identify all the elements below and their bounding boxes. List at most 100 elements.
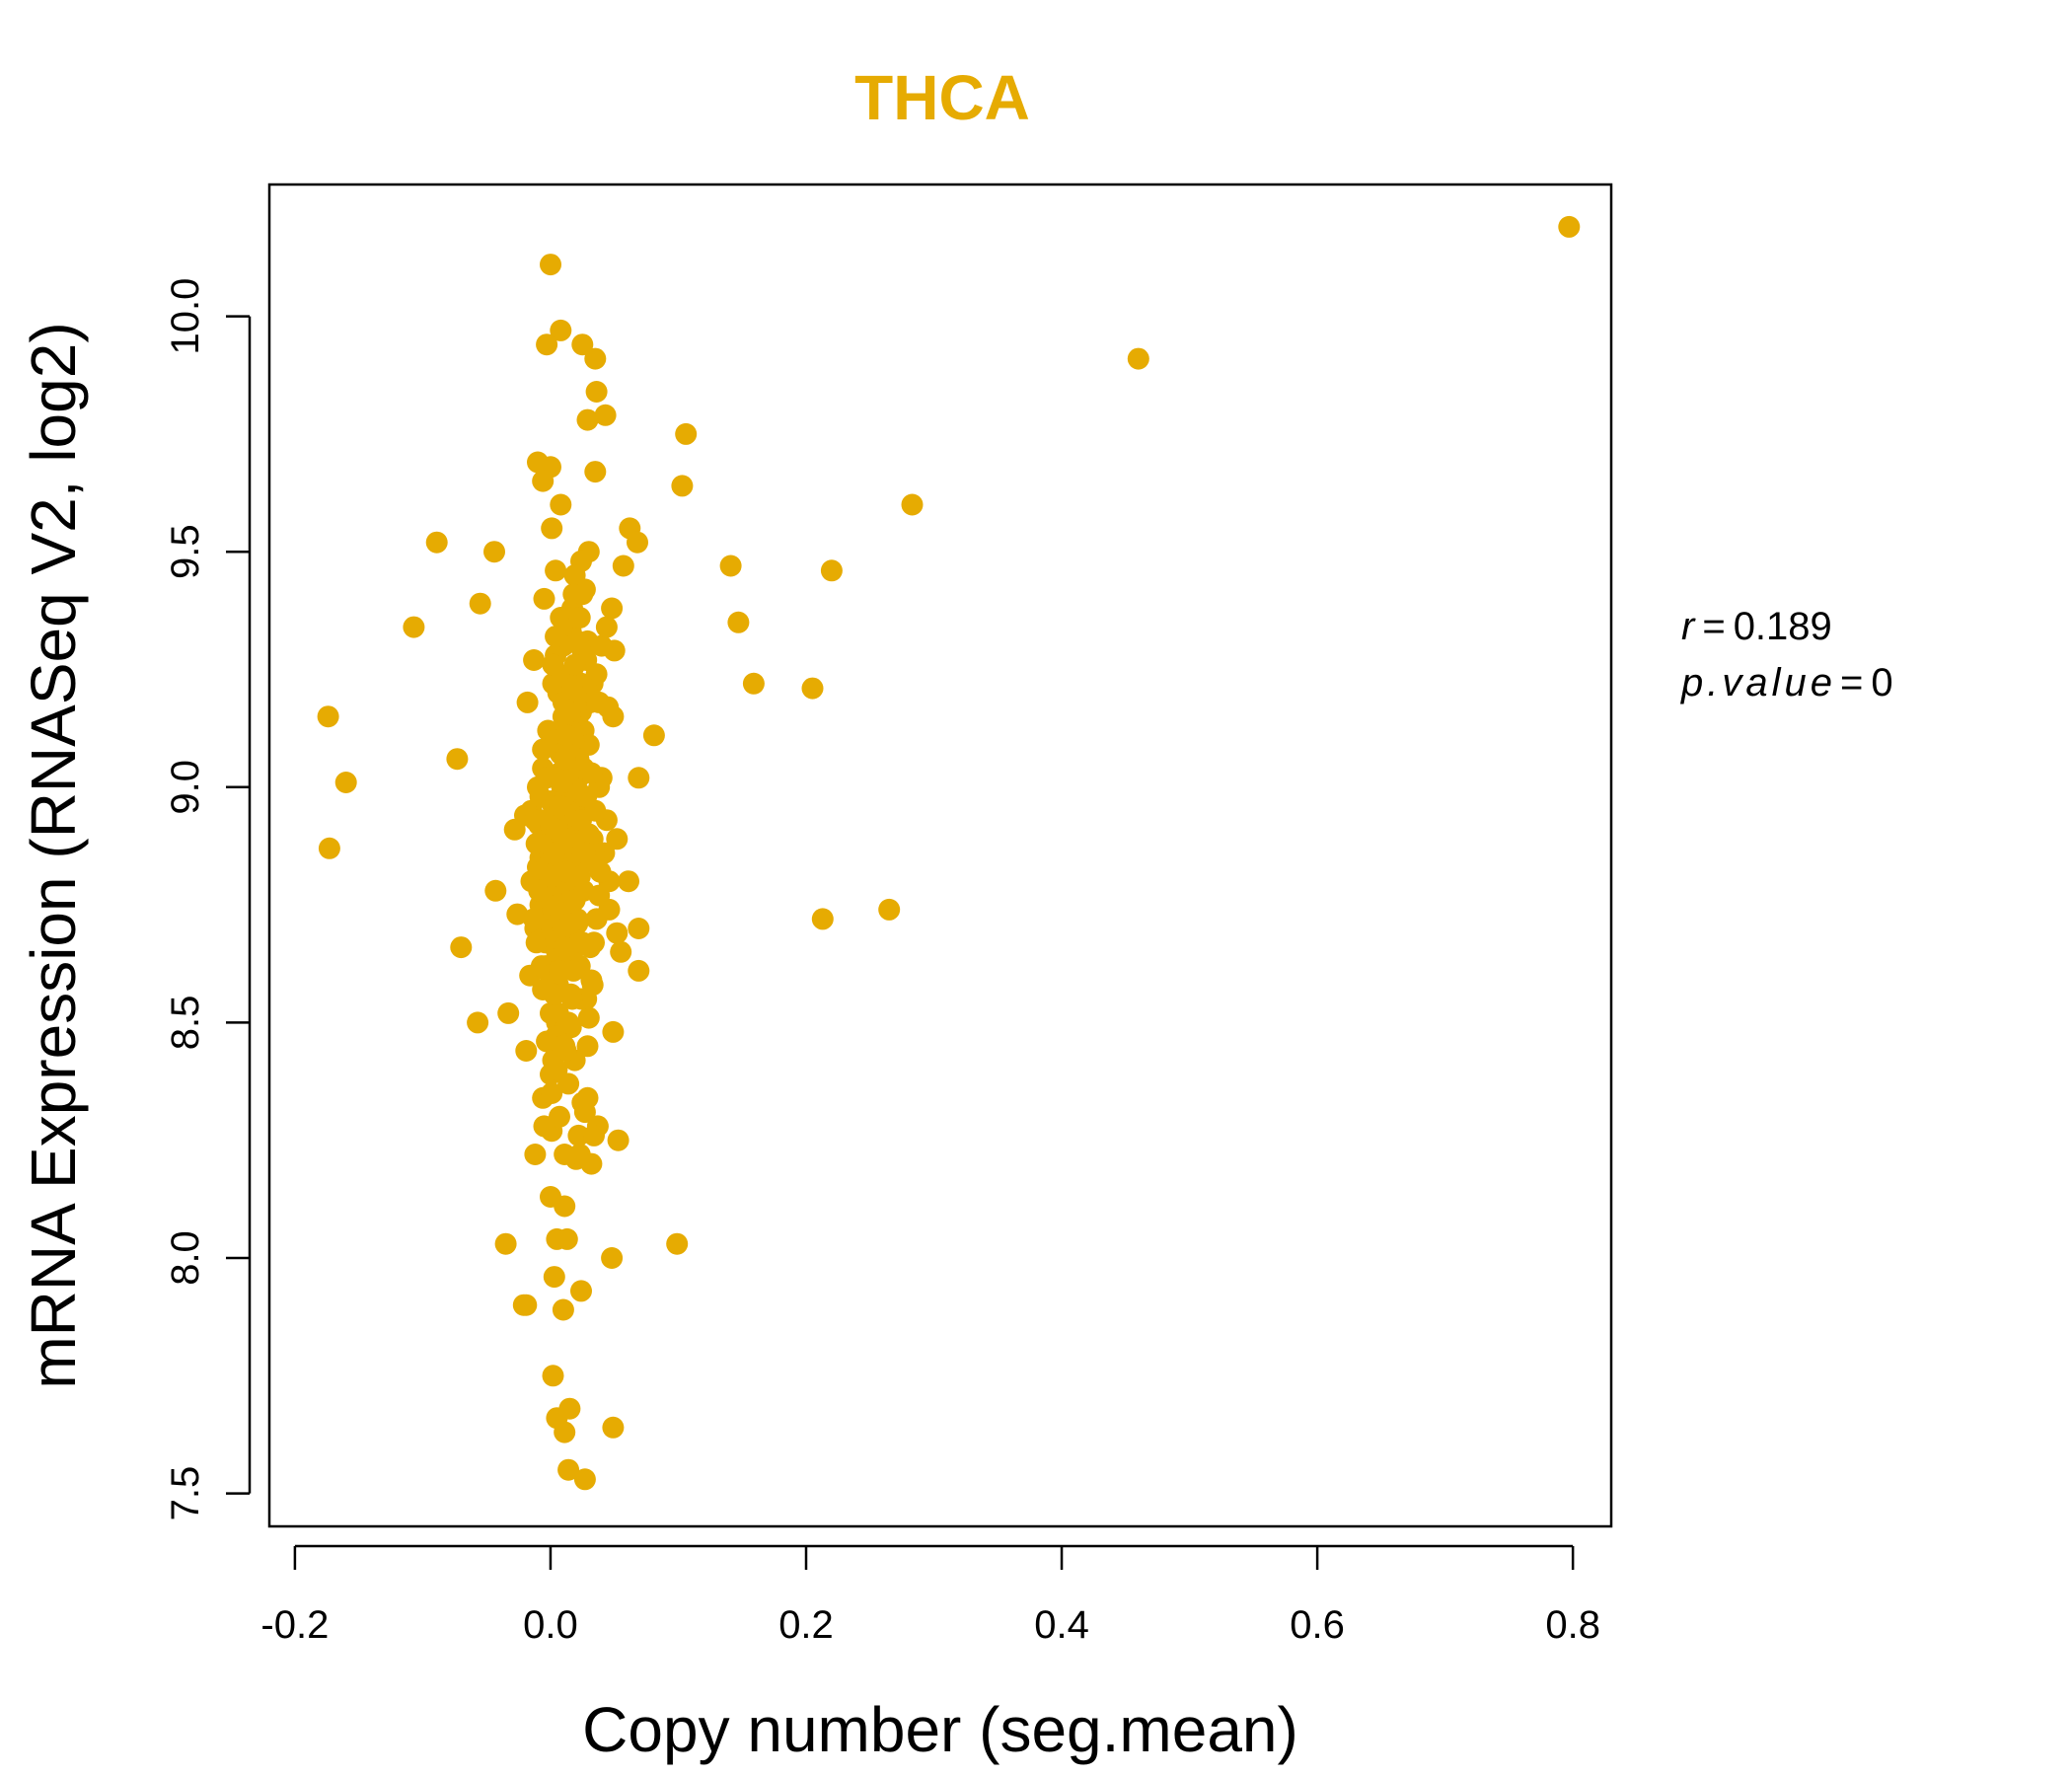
data-point (584, 799, 607, 822)
data-point (317, 705, 339, 728)
data-point (403, 616, 425, 638)
data-point (523, 908, 546, 930)
data-point (550, 607, 572, 629)
data-point (546, 818, 568, 841)
data-point (570, 1280, 592, 1302)
data-point (469, 592, 491, 615)
x-tick-label: -0.2 (260, 1603, 329, 1647)
y-tick-label: 8.0 (164, 1230, 207, 1286)
data-point (551, 772, 573, 793)
data-point (585, 908, 608, 930)
data-point (334, 772, 357, 793)
y-tick-label: 9.5 (164, 524, 207, 579)
data-point (318, 837, 340, 859)
data-point (543, 983, 565, 1005)
data-point (606, 828, 629, 851)
x-tick-label: 0.2 (778, 1603, 834, 1647)
data-point (467, 1011, 489, 1034)
y-tick-label: 8.5 (164, 996, 207, 1051)
data-point (543, 1266, 565, 1289)
data-point (590, 634, 613, 657)
data-point (618, 870, 639, 893)
stat-p-equals: = (1840, 661, 1863, 704)
data-point (801, 677, 824, 700)
data-point (601, 1247, 624, 1269)
data-point (528, 879, 551, 902)
data-point (543, 842, 565, 864)
data-point (515, 1040, 538, 1062)
data-point (563, 653, 586, 676)
stat-r: r = 0.189 (1681, 605, 1832, 648)
data-point (554, 1144, 576, 1165)
data-point (446, 748, 469, 771)
data-point (540, 254, 561, 276)
data-point (568, 865, 591, 888)
data-point (497, 1001, 520, 1024)
x-axis-title: Copy number (seg.mean) (582, 1694, 1298, 1765)
data-point (515, 1294, 538, 1316)
data-point (550, 493, 572, 516)
data-point (536, 333, 558, 356)
data-point (585, 381, 608, 403)
data-point (607, 1129, 629, 1151)
data-point (577, 1006, 600, 1029)
data-point (727, 611, 750, 633)
stat-r-equals: = (1702, 605, 1725, 648)
data-point (549, 794, 570, 817)
data-point (576, 408, 599, 431)
data-point (580, 762, 603, 784)
data-point (595, 616, 618, 638)
data-point (563, 889, 586, 912)
data-point (567, 1124, 590, 1147)
data-point (671, 475, 694, 497)
data-point (568, 1144, 591, 1165)
data-point (425, 531, 448, 554)
data-point (554, 936, 576, 959)
y-tick-label: 10.0 (164, 278, 207, 355)
data-point (820, 559, 843, 582)
plot-frame (267, 183, 1613, 1528)
data-point (576, 1086, 599, 1109)
data-point (594, 404, 617, 426)
stat-r-label: r (1681, 605, 1696, 648)
chart-title: THCA (854, 62, 1030, 133)
data-point (811, 908, 834, 930)
data-point (558, 701, 581, 723)
data-point (878, 898, 901, 921)
data-point (541, 517, 563, 540)
data-point (642, 724, 665, 747)
data-point (606, 922, 629, 944)
y-axis: 7.5 8.0 8.5 9.0 9.5 10.0 (164, 278, 252, 1520)
y-tick-label: 9.0 (164, 760, 207, 815)
data-point (901, 493, 924, 516)
y-axis-title: mRNA Expression (RNASeq V2, log2) (18, 322, 89, 1388)
data-point (573, 842, 596, 864)
data-point (561, 677, 583, 700)
data-point (532, 470, 555, 492)
data-point (675, 422, 698, 445)
stat-p: p.value = 0 (1680, 661, 1893, 704)
data-point (584, 347, 607, 370)
data-point (533, 587, 555, 610)
data-point (719, 555, 742, 577)
data-point (525, 931, 548, 954)
data-point (584, 461, 607, 483)
data-point (554, 1421, 576, 1443)
data-point (571, 333, 594, 356)
x-tick-label: 0.0 (523, 1603, 578, 1647)
data-point (566, 629, 589, 652)
data-point (541, 865, 563, 888)
stat-p-label: p.value (1680, 661, 1836, 704)
data-point (550, 319, 572, 341)
data-point (557, 1458, 580, 1481)
data-point (610, 940, 632, 963)
data-point (602, 1020, 625, 1043)
data-point (568, 607, 591, 629)
data-point (524, 1144, 547, 1165)
data-point (558, 913, 581, 935)
data-point (484, 879, 507, 902)
data-point (666, 1232, 689, 1255)
data-point (549, 959, 570, 982)
data-point (541, 1082, 563, 1104)
